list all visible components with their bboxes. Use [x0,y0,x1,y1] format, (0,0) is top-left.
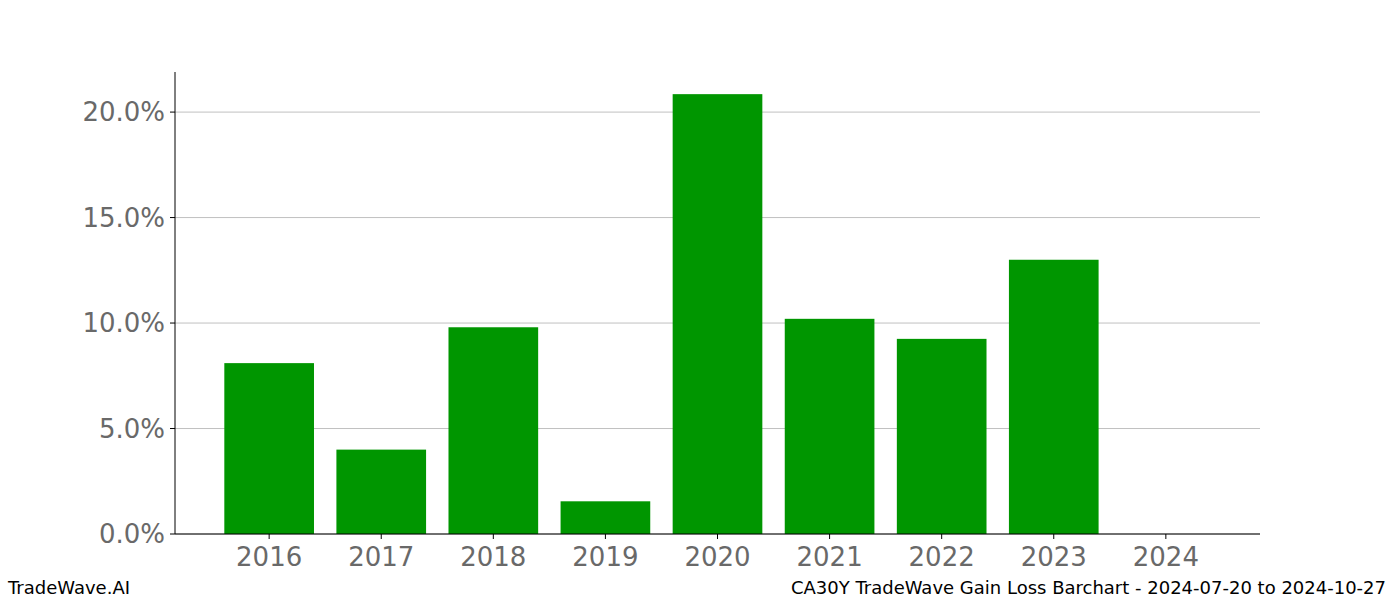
title: CA30Y TradeWave Gain Loss Barchart - 202… [791,577,1386,598]
x-tick-label: 2022 [909,542,975,572]
x-tick [493,534,494,539]
x-tick [1053,534,1054,539]
x-tick-label: 2023 [1021,542,1087,572]
bar [336,450,426,534]
x-tick [269,534,270,539]
y-tick-label: 0.0% [99,519,165,549]
x-tick-label: 2020 [684,542,750,572]
x-tick-label: 2016 [236,542,302,572]
x-tick-label: 2019 [572,542,638,572]
chart: 0.0% 5.0% 10.0% 15.0% 20.0% 2016 2017 2018 2019 2… [0,0,1400,600]
x-axis [175,534,1260,535]
x-tick [717,534,718,539]
x-tick [829,534,830,539]
x-tick-label: 2024 [1133,542,1199,572]
grid-line [175,534,1260,535]
y-tick [170,534,175,535]
bar [448,327,538,534]
x-tick-label: 2017 [348,542,414,572]
y-axis [175,72,176,534]
x-tick [1165,534,1166,539]
y-tick-label: 20.0% [82,97,165,127]
y-tick [170,323,175,324]
y-tick-label: 5.0% [99,414,165,444]
x-tick-label: 2018 [460,542,526,572]
y-tick [170,428,175,429]
bar [673,94,763,534]
bar [785,319,875,534]
x-tick [605,534,606,539]
bar [561,501,651,534]
bar [897,339,987,534]
bar [1009,260,1099,534]
source: TradeWave.AI [7,577,130,598]
y-tick-label: 10.0% [82,308,165,338]
bar [224,363,314,534]
x-tick-label: 2021 [797,542,863,572]
x-tick [941,534,942,539]
x-tick [381,534,382,539]
y-tick-label: 15.0% [82,203,165,233]
y-tick [170,217,175,218]
y-tick [170,112,175,113]
